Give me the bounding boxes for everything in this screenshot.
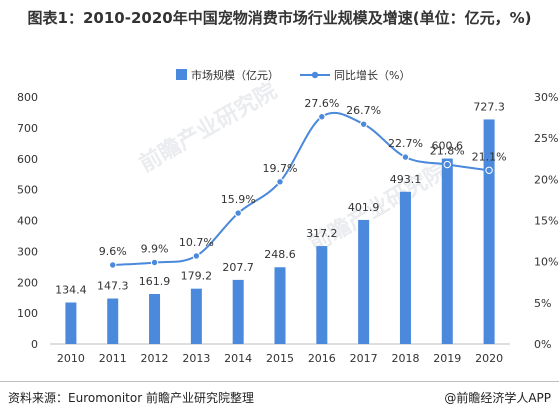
x-tick-label: 2010 <box>57 352 85 365</box>
y-left-tick-label: 200 <box>17 276 38 289</box>
chart-title: 图表1：2010-2020年中国宠物消费市场行业规模及增速(单位：亿元，%) <box>27 9 532 27</box>
bar <box>274 267 286 344</box>
y-left-tick-label: 400 <box>17 215 38 228</box>
bar <box>316 246 328 344</box>
x-tick-label: 2020 <box>475 352 503 365</box>
bar-value-label: 134.4 <box>55 284 87 297</box>
growth-value-label: 9.9% <box>141 242 169 255</box>
y-left-tick-label: 600 <box>17 153 38 166</box>
y-right-tick-label: 10% <box>534 256 558 269</box>
x-tick-label: 2012 <box>141 352 169 365</box>
growth-value-label: 21.8% <box>430 145 465 158</box>
bar-value-label: 493.1 <box>390 173 422 186</box>
bar-value-label: 207.7 <box>222 261 254 274</box>
bar-value-label: 147.3 <box>97 280 129 293</box>
bar-value-label: 401.9 <box>348 201 380 214</box>
x-tick-label: 2011 <box>99 352 127 365</box>
bar-value-label: 161.9 <box>139 275 171 288</box>
bar <box>399 191 411 344</box>
bar <box>65 302 77 344</box>
x-tick-label: 2016 <box>308 352 336 365</box>
y-left-tick-label: 0 <box>31 338 38 351</box>
growth-value-label: 27.6% <box>304 97 339 110</box>
legend-line-label: 同比增长（%） <box>334 68 410 82</box>
legend-line-marker <box>311 71 319 79</box>
growth-point <box>109 261 117 269</box>
growth-point <box>318 113 326 121</box>
growth-point <box>234 209 242 217</box>
x-tick-label: 2013 <box>182 352 210 365</box>
y-left-tick-label: 100 <box>17 307 38 320</box>
y-right-tick-label: 25% <box>534 132 558 145</box>
bar <box>358 219 370 344</box>
y-right-tick-label: 20% <box>534 173 558 186</box>
bar <box>232 279 244 344</box>
y-right-tick-label: 5% <box>534 297 551 310</box>
bar <box>190 288 202 344</box>
x-tick-label: 2014 <box>224 352 252 365</box>
growth-value-label: 21.1% <box>472 150 507 163</box>
bar <box>107 298 119 344</box>
bar-value-label: 317.2 <box>306 227 338 240</box>
growth-point <box>359 120 368 128</box>
footer-divider <box>0 381 559 382</box>
y-left-tick-label: 300 <box>17 245 38 258</box>
growth-value-label: 19.7% <box>263 162 298 175</box>
growth-point <box>276 178 284 186</box>
x-tick-label: 2019 <box>433 352 461 365</box>
growth-value-label: 10.7% <box>179 236 214 249</box>
bar-value-label: 600.6 <box>432 140 464 153</box>
growth-point <box>485 166 493 174</box>
credit-note: @前瞻经济学人APP <box>444 391 551 405</box>
x-tick-label: 2018 <box>391 352 419 365</box>
y-right-tick-label: 15% <box>534 215 558 228</box>
legend-bar-swatch <box>176 69 187 80</box>
growth-point <box>192 252 201 260</box>
growth-point <box>401 153 410 161</box>
growth-point <box>443 160 451 169</box>
y-left-tick-label: 500 <box>17 184 38 197</box>
growth-value-label: 15.9% <box>221 193 256 206</box>
growth-point <box>150 258 159 267</box>
bar <box>441 158 453 344</box>
growth-line <box>112 111 490 266</box>
bar <box>149 294 161 344</box>
legend-bar-label: 市场规模（亿元） <box>191 68 279 82</box>
x-tick-label: 2015 <box>266 352 294 365</box>
y-right-tick-label: 30% <box>534 91 558 104</box>
source-note: 资料来源：Euromonitor 前瞻产业研究院整理 <box>8 391 254 405</box>
bar-value-label: 179.2 <box>181 270 213 283</box>
x-tick-label: 2017 <box>350 352 378 365</box>
y-left-tick-label: 700 <box>17 122 38 135</box>
growth-value-label: 9.6% <box>99 245 127 258</box>
y-left-tick-label: 800 <box>17 91 38 104</box>
growth-value-label: 26.7% <box>346 104 381 117</box>
chart-svg: 0 100 200 300 400 500 600 700 800 0% 5% 10% 15% 20% 25… <box>17 68 558 365</box>
growth-value-label: 22.7% <box>388 137 423 150</box>
bar <box>483 119 495 344</box>
bar-value-label: 727.3 <box>473 100 505 113</box>
y-right-tick-label: 0% <box>534 338 551 351</box>
bar-value-label: 248.6 <box>264 248 296 261</box>
